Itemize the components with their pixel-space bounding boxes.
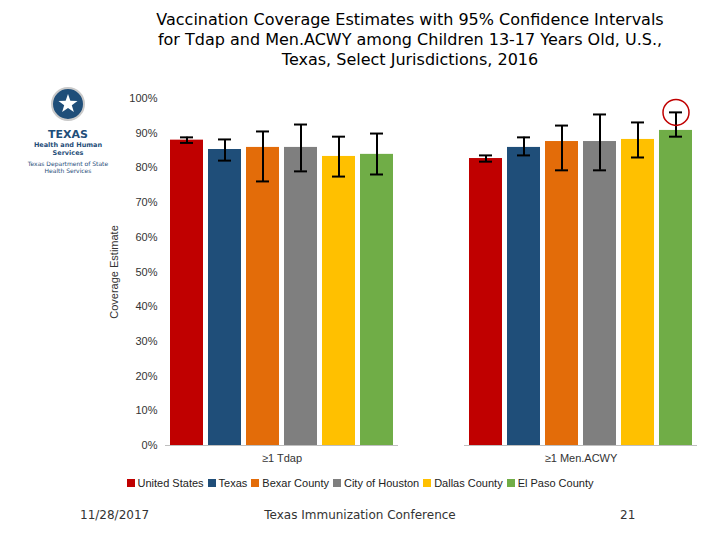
html-text:Dallas County: Dallas County [434, 477, 503, 489]
html-text:11/28/2017: 11/28/2017 [80, 508, 150, 522]
html-text:El Paso County: El Paso County [517, 477, 594, 489]
html-text:United States: United States [137, 477, 204, 489]
svg-text:10%: 10% [135, 404, 157, 416]
html-text:Texas Immunization Conference: Texas Immunization Conference [264, 508, 456, 522]
svg-text:20%: 20% [135, 370, 157, 382]
svg-text:0%: 0% [142, 439, 158, 451]
svg-text:Coverage Estimate: Coverage Estimate [108, 225, 120, 319]
html-text:TEXAS: TEXAS [48, 128, 88, 141]
html-text:21: 21 [620, 508, 636, 522]
svg-text:80%: 80% [135, 161, 157, 173]
svg-text:≥1 Men.ACWY: ≥1 Men.ACWY [545, 452, 618, 464]
html-text:Vaccination Coverage Estimates: Vaccination Coverage Estimates with 95% … [156, 10, 664, 69]
svg-text:≥1 Tdap: ≥1 Tdap [262, 452, 302, 464]
svg-text:100%: 100% [129, 92, 157, 104]
html-text:City of Houston: City of Houston [344, 477, 420, 489]
svg-text:40%: 40% [135, 300, 157, 312]
html-text:Health and Human Services: Health and Human Services [33, 141, 103, 157]
html-text:Bexar County: Bexar County [262, 477, 329, 489]
svg-text:90%: 90% [135, 127, 157, 139]
svg-text:60%: 60% [135, 231, 157, 243]
svg-text:70%: 70% [135, 196, 157, 208]
svg-text:50%: 50% [135, 266, 157, 278]
html-text:Texas: Texas [218, 477, 248, 489]
svg-text:30%: 30% [135, 335, 157, 347]
html-text:Texas Department of State Heal: Texas Department of State Health Service… [27, 160, 109, 174]
